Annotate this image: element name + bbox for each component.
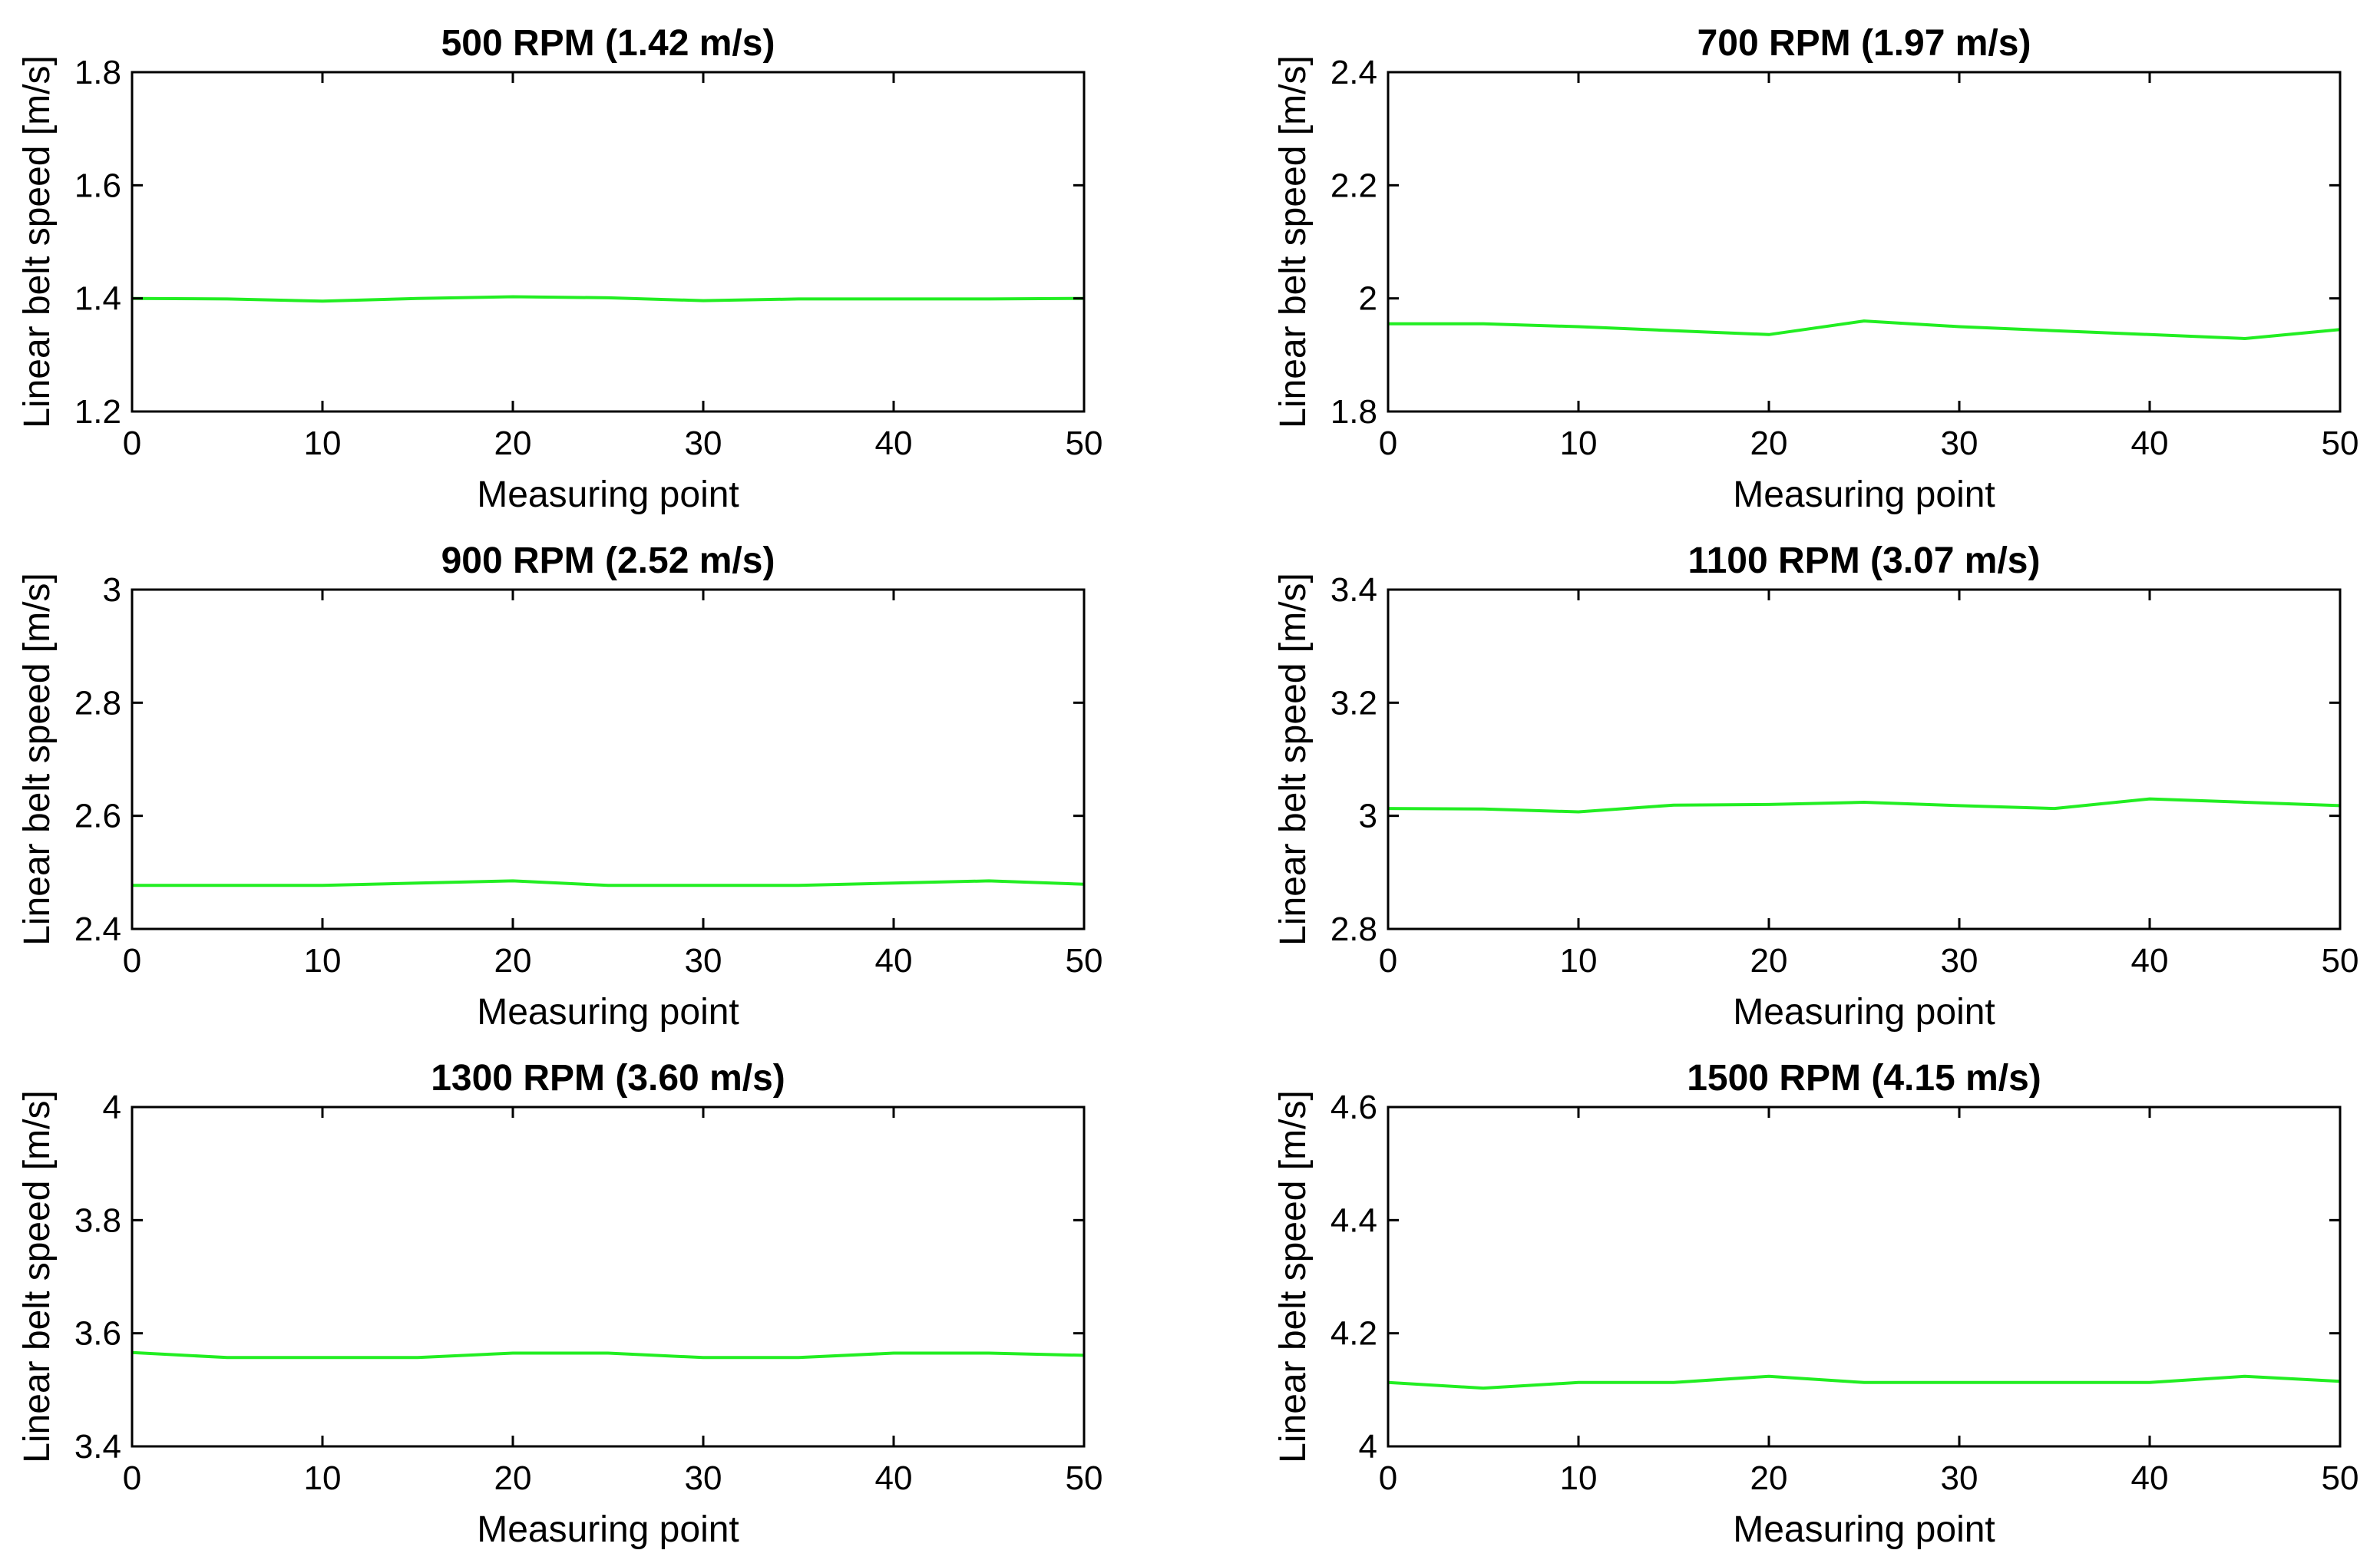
y-axis-label: Linear belt speed [m/s]	[17, 55, 58, 428]
x-tick-label: 0	[1379, 1459, 1397, 1497]
subplot-4: 0 10 20 30 40 50 2.8 3 3.2 3.4 1100 RPM (3.07 m/s)…	[1273, 540, 2359, 1033]
chart-title: 1300 RPM (3.60 m/s)	[431, 1058, 785, 1099]
chart-title: 900 RPM (2.52 m/s)	[441, 540, 775, 581]
x-tick-label: 0	[1379, 425, 1397, 462]
y-tick-label: 2.4	[74, 911, 121, 948]
chart-title: 500 RPM (1.42 m/s)	[441, 23, 775, 64]
y-tick-label: 3.8	[74, 1201, 121, 1239]
x-axis-label: Measuring point	[1733, 1509, 1995, 1550]
x-tick-label: 20	[494, 1459, 532, 1497]
x-axis-label: Measuring point	[477, 1509, 739, 1550]
y-axis-label: Linear belt speed [m/s]	[1273, 573, 1314, 946]
x-tick-label: 40	[2131, 425, 2169, 462]
y-tick-label: 3.6	[74, 1315, 121, 1353]
x-tick-label: 0	[123, 425, 141, 462]
x-tick-label: 10	[304, 1459, 342, 1497]
x-axis-label: Measuring point	[1733, 992, 1995, 1033]
series-line	[1387, 1374, 2341, 1390]
y-tick-label: 3	[1359, 798, 1377, 835]
x-tick-label: 20	[1750, 425, 1788, 462]
y-tick-label: 1.4	[74, 280, 121, 318]
y-tick-label: 2.8	[1330, 911, 1377, 948]
x-tick-label: 10	[304, 425, 342, 462]
y-tick-label: 2.4	[1330, 54, 1377, 91]
y-tick-label: 2.6	[74, 798, 121, 835]
chart-title: 700 RPM (1.97 m/s)	[1697, 23, 2031, 64]
x-tick-label: 30	[685, 1459, 722, 1497]
y-tick-label: 1.2	[74, 393, 121, 431]
series-line	[1387, 797, 2341, 814]
x-tick-label: 40	[875, 942, 913, 980]
subplot-3: 0 10 20 30 40 50 2.4 2.6 2.8 3 900 RPM (2.52 m/s) M…	[17, 540, 1102, 1033]
axes-box	[131, 588, 1086, 930]
x-tick-label: 30	[1941, 1459, 1978, 1497]
subplot-1: 0 10 20 30 40 50 1.2 1.4 1.6 1.8 500 RPM (1.42 m/s…	[17, 23, 1102, 515]
chart-title: 1500 RPM (4.15 m/s)	[1687, 1058, 2041, 1099]
chart-title: 1100 RPM (3.07 m/s)	[1688, 540, 2041, 581]
y-axis-label: Linear belt speed [m/s]	[17, 1090, 58, 1463]
subplot-2: 0 10 20 30 40 50 1.8 2 2.2 2.4 700 RPM (1.97 m/s) M…	[1273, 23, 2359, 515]
x-tick-label: 20	[494, 942, 532, 980]
x-axis-label: Measuring point	[477, 474, 739, 515]
series-line	[132, 879, 1085, 887]
y-axis-label: Linear belt speed [m/s]	[1273, 1090, 1314, 1463]
x-tick-label: 10	[1560, 1459, 1598, 1497]
x-tick-label: 0	[1379, 942, 1397, 980]
x-axis-label: Measuring point	[1733, 474, 1995, 515]
axes-box	[131, 1106, 1086, 1448]
x-axis-label: Measuring point	[477, 992, 739, 1033]
y-tick-label: 4.6	[1330, 1089, 1377, 1126]
y-axis-label: Linear belt speed [m/s]	[1273, 55, 1314, 428]
x-tick-label: 30	[1941, 425, 1978, 462]
y-tick-label: 2.2	[1330, 167, 1377, 204]
series-line	[131, 295, 1085, 303]
x-tick-label: 40	[2131, 942, 2169, 980]
x-tick-label: 40	[875, 1459, 913, 1497]
series-line	[1388, 319, 2341, 340]
x-tick-label: 50	[2322, 942, 2359, 980]
y-tick-label: 4.2	[1330, 1315, 1377, 1353]
series-line	[131, 1350, 1085, 1360]
x-tick-label: 20	[1750, 1459, 1788, 1497]
x-tick-label: 50	[1066, 425, 1103, 462]
y-tick-label: 3	[103, 571, 121, 609]
x-tick-label: 20	[1750, 942, 1788, 980]
axes-box	[131, 71, 1086, 413]
y-tick-label: 1.6	[74, 167, 121, 204]
x-tick-label: 50	[2322, 1459, 2359, 1497]
y-tick-label: 4	[103, 1089, 121, 1126]
x-tick-label: 50	[2322, 425, 2359, 462]
axes-box	[1387, 588, 2342, 930]
subplot-5: 0 10 20 30 40 50 3.4 3.6 3.8 4 1300 RPM (3.60 m/s)…	[17, 1058, 1102, 1550]
y-tick-label: 1.8	[74, 54, 121, 91]
y-axis-label: Linear belt speed [m/s]	[17, 573, 58, 946]
y-tick-label: 2	[1359, 280, 1377, 318]
axes-box	[1387, 71, 2342, 413]
x-tick-label: 0	[123, 942, 141, 980]
x-tick-label: 30	[685, 425, 722, 462]
x-tick-label: 40	[875, 425, 913, 462]
x-tick-label: 10	[1560, 425, 1598, 462]
subplot-6: 0 10 20 30 40 50 4 4.2 4.4 4.6 1500 RPM (4.15 m/s)…	[1273, 1058, 2359, 1550]
x-tick-label: 40	[2131, 1459, 2169, 1497]
x-tick-label: 50	[1066, 942, 1103, 980]
x-tick-label: 10	[1560, 942, 1598, 980]
axes-box	[1387, 1106, 2342, 1448]
y-tick-label: 4	[1359, 1428, 1377, 1466]
x-tick-label: 20	[494, 425, 532, 462]
x-tick-label: 50	[1066, 1459, 1103, 1497]
y-tick-label: 2.8	[74, 684, 121, 722]
y-tick-label: 1.8	[1330, 393, 1377, 431]
x-tick-label: 0	[123, 1459, 141, 1497]
x-tick-label: 10	[304, 942, 342, 980]
x-tick-label: 30	[685, 942, 722, 980]
y-tick-label: 3.4	[1330, 571, 1377, 609]
x-tick-label: 30	[1941, 942, 1978, 980]
y-tick-label: 3.4	[74, 1428, 121, 1466]
y-tick-label: 3.2	[1330, 684, 1377, 722]
y-tick-label: 4.4	[1330, 1201, 1377, 1239]
